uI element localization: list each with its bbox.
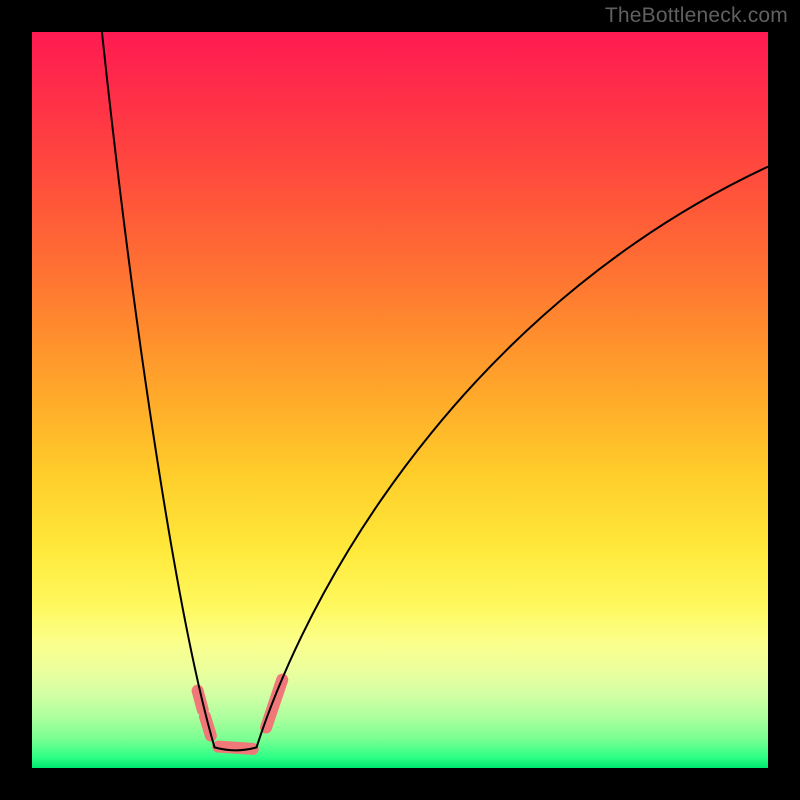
chart-canvas <box>32 32 768 768</box>
watermark-text: TheBottleneck.com <box>605 4 788 28</box>
bottleneck-curve <box>32 32 768 768</box>
v-curve-path <box>102 32 768 750</box>
highlight-segments <box>198 680 283 749</box>
